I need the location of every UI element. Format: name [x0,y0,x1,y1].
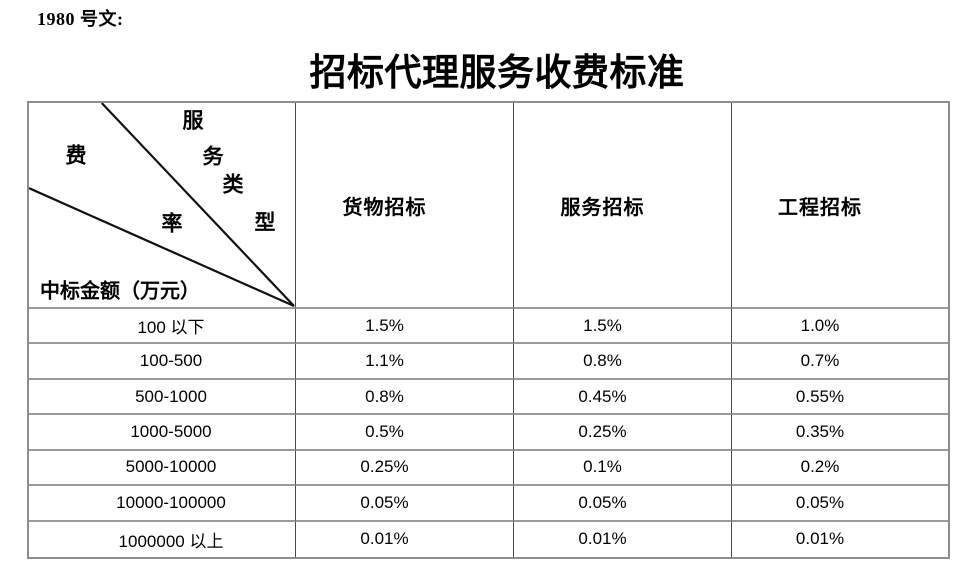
doc-reference: 1980 号文: [37,9,124,29]
rate-cell: 1.5% [296,309,514,345]
page-title: 招标代理服务收费标准 [309,53,685,94]
rate-cell: 0.45% [514,379,732,416]
service-type-char: 务 [202,144,224,169]
amount-cell: 1000000 以上 [29,521,296,557]
amount-cell: 5000-10000 [29,450,296,487]
amount-cell: 500-1000 [29,379,296,416]
rate-cell: 0.25% [514,415,732,451]
corner-header-cell: 服 务 类 型 费 率 中标金额（万元） [29,103,296,309]
rate-cell: 0.5% [296,415,514,451]
amount-cell: 100-500 [29,344,296,380]
rate-cell: 0.7% [732,344,948,380]
rate-cell: 0.01% [296,521,514,557]
amount-cell: 1000-5000 [29,415,296,451]
column-header-engineering: 工程招标 [732,103,948,309]
service-type-char: 类 [222,172,244,197]
rate-cell: 0.01% [514,521,732,557]
rate-cell: 0.55% [732,379,948,416]
rate-cell: 0.05% [514,486,732,522]
rate-cell: 0.05% [732,486,948,522]
fee-table: 服 务 类 型 费 率 中标金额（万元） 货物招标 服务招标 工程招标 100 … [27,101,950,559]
diagonal-divider-lines [29,103,295,307]
rate-cell: 0.25% [296,450,514,487]
column-header-goods: 货物招标 [296,103,514,309]
rate-cell: 1.5% [514,309,732,345]
rate-cell: 0.8% [514,344,732,380]
rate-cell: 0.01% [732,521,948,557]
rate-cell: 0.2% [732,450,948,487]
rate-cell: 0.1% [514,450,732,487]
rate-cell: 1.0% [732,309,948,345]
column-header-services: 服务招标 [514,103,732,309]
rate-cell: 0.05% [296,486,514,522]
amount-axis-label: 中标金额（万元） [40,280,200,303]
fee-rate-char: 率 [161,211,183,236]
amount-cell: 10000-100000 [29,486,296,522]
rate-cell: 0.35% [732,415,948,451]
fee-rate-char: 费 [65,143,87,168]
amount-cell: 100 以下 [29,309,296,345]
rate-cell: 1.1% [296,344,514,380]
service-type-char: 型 [254,210,276,235]
rate-cell: 0.8% [296,379,514,416]
service-type-char: 服 [182,108,204,133]
